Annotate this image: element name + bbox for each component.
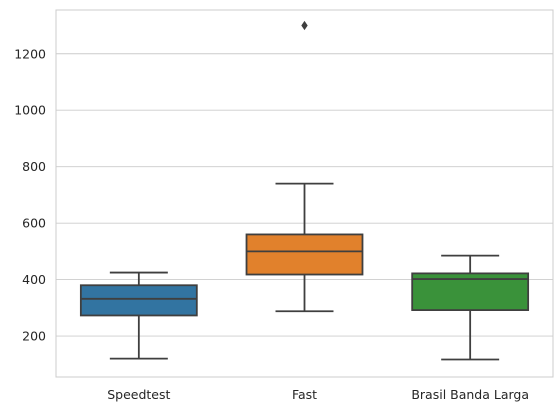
box-iqr [79,284,198,317]
x-tick-label: Brasil Banda Larga [411,387,529,402]
box-group [79,271,198,360]
x-axis: Speedtest Fast Brasil Banda Larga [107,387,529,402]
box-iqr [245,233,364,276]
box-group [411,254,530,361]
outlier-point [301,20,308,31]
x-tick-label: Speedtest [107,387,170,402]
y-tick-label: 600 [22,216,46,231]
x-tick-label: Fast [292,387,317,402]
plot-area [79,20,530,361]
y-axis: 200 400 600 800 1000 1200 [14,46,46,343]
y-tick-label: 200 [22,329,46,344]
box-group [245,20,364,313]
y-tick-label: 1000 [14,103,46,118]
y-tick-label: 1200 [14,46,46,61]
y-tick-label: 800 [22,159,46,174]
y-tick-label: 400 [22,272,46,287]
plot-frame [55,9,554,378]
